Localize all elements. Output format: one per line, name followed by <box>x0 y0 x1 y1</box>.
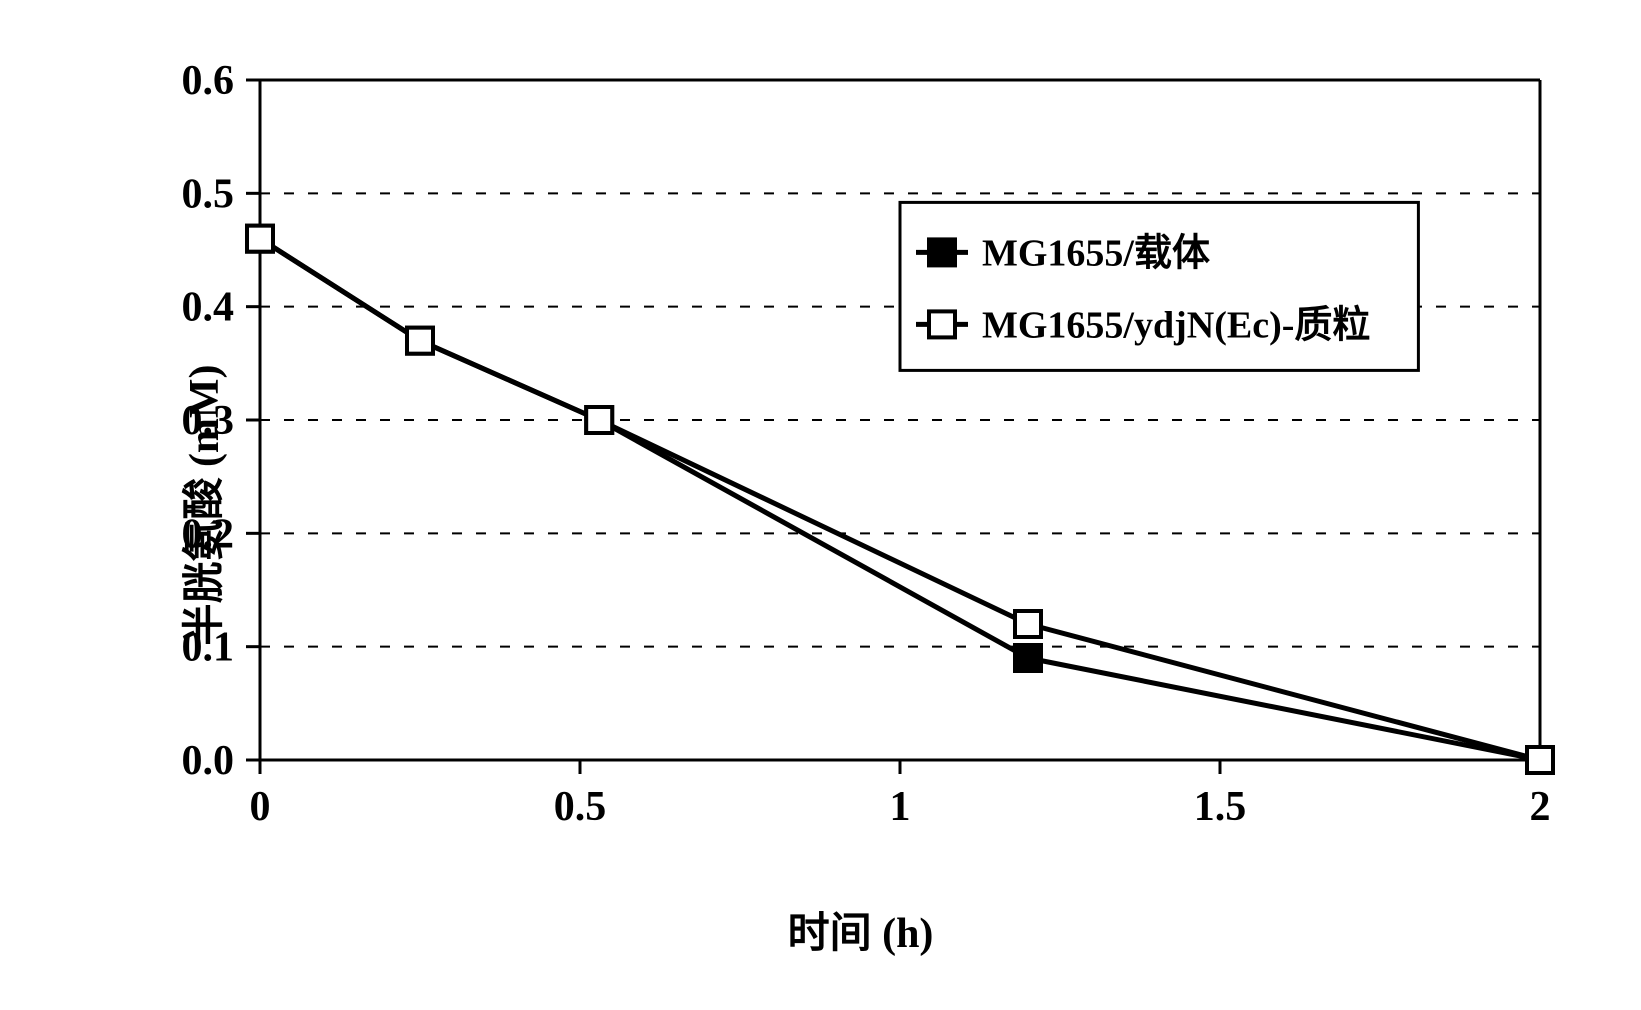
x-tick-label: 2 <box>1530 784 1551 830</box>
x-tick-label: 0.5 <box>554 784 607 830</box>
legend-label: MG1655/ydjN(Ec)-质粒 <box>982 305 1370 347</box>
x-tick-label: 1 <box>890 784 911 830</box>
y-tick-label: 0.6 <box>182 58 235 104</box>
y-tick-label: 0.5 <box>182 171 235 217</box>
legend: MG1655/载体 MG1655/ydjN(Ec)-质粒 <box>900 202 1418 370</box>
x-tick-label: 0 <box>250 784 271 830</box>
y-axis-label: 半胱氨酸 (mM) <box>170 364 231 645</box>
chart-container: 半胱氨酸 (mM) 0.00.10.20.30.40.50.600.511.52… <box>40 40 1641 970</box>
chart-svg: 0.00.10.20.30.40.50.600.511.52MG1655/载体M… <box>40 40 1641 970</box>
x-tick-label: 1.5 <box>1194 784 1247 830</box>
legend-label: MG1655/载体 <box>982 233 1210 275</box>
y-tick-label: 0.0 <box>182 738 235 784</box>
y-tick-label: 0.4 <box>182 285 235 331</box>
